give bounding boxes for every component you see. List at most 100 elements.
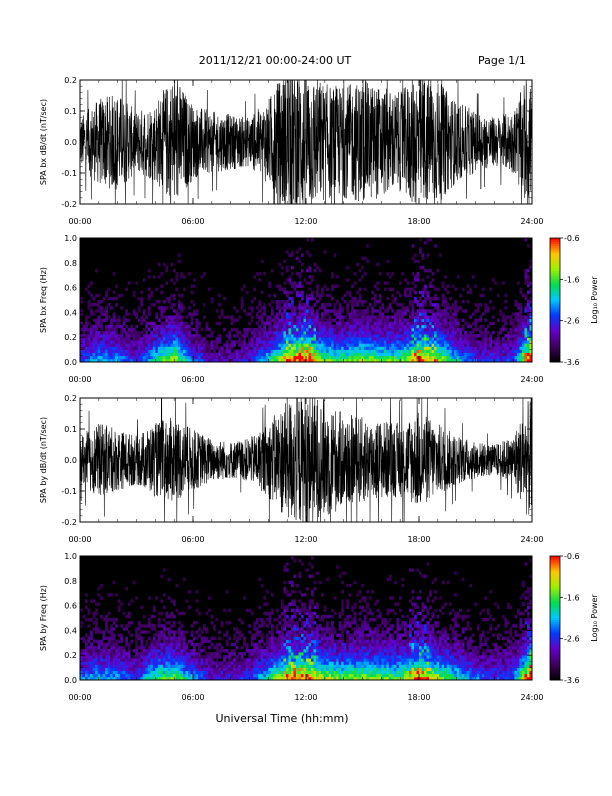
- colorbar-tick-label: -0.6: [564, 234, 580, 243]
- spectrogram-cell: [374, 297, 377, 300]
- spectrogram-cell: [251, 350, 254, 353]
- spectrogram-cell: [231, 671, 234, 674]
- spectrogram-cell: [366, 356, 369, 359]
- spectrogram-cell: [163, 624, 166, 627]
- spectrogram-cell: [238, 658, 241, 661]
- spectrogram-cell: [321, 331, 324, 334]
- spectrogram-cell: [173, 322, 176, 325]
- spectrogram-cell: [409, 350, 412, 353]
- spectrogram-cell: [128, 612, 131, 615]
- spectrogram-cell: [256, 340, 259, 343]
- spectrogram-cell: [246, 350, 249, 353]
- spectrogram-cell: [316, 322, 319, 325]
- spectrogram-cell: [261, 343, 264, 346]
- spectrogram-cell: [339, 319, 342, 322]
- spectrogram-cell: [83, 328, 86, 331]
- spectrogram-cell: [283, 350, 286, 353]
- spectrogram-cell: [103, 356, 106, 359]
- spectrogram-cell: [314, 303, 317, 306]
- spectrogram-cell: [276, 340, 279, 343]
- spectrogram-cell: [108, 350, 111, 353]
- spectrogram-cell: [288, 624, 291, 627]
- spectrogram-cell: [319, 334, 322, 337]
- spectrogram-cell: [190, 671, 193, 674]
- spectrogram-cell: [223, 316, 226, 319]
- spectrogram-cell: [281, 353, 284, 356]
- spectrogram-cell: [95, 640, 98, 643]
- spectrogram-cell: [135, 658, 138, 661]
- spectrogram-cell: [98, 627, 101, 630]
- spectrogram-cell: [293, 655, 296, 658]
- spectrogram-cell: [291, 309, 294, 312]
- spectrogram-cell: [115, 671, 118, 674]
- spectrogram-cell: [251, 652, 254, 655]
- spectrogram-cell: [396, 334, 399, 337]
- spectrogram-cell: [384, 347, 387, 350]
- spectrogram-cell: [153, 347, 156, 350]
- spectrogram-cell: [226, 634, 229, 637]
- spectrogram-cell: [424, 334, 427, 337]
- spectrogram-cell: [422, 312, 425, 315]
- spectrogram-cell: [135, 340, 138, 343]
- spectrogram-cell: [359, 312, 362, 315]
- spectrogram-cell: [429, 347, 432, 350]
- spectrogram-cell: [283, 637, 286, 640]
- spectrogram-cell: [203, 340, 206, 343]
- spectrogram-cell: [253, 668, 256, 671]
- spectrogram-cell: [263, 661, 266, 664]
- spectrogram-cell: [331, 334, 334, 337]
- spectrogram-cell: [85, 599, 88, 602]
- spectrogram-cell: [419, 266, 422, 269]
- spectrogram-cell: [168, 649, 171, 652]
- spectrogram-cell: [309, 350, 312, 353]
- spectrogram-cell: [218, 350, 221, 353]
- spectrogram-cell: [286, 294, 289, 297]
- spectrogram-cell: [163, 618, 166, 621]
- spectrogram-cell: [135, 649, 138, 652]
- spectrogram-cell: [261, 319, 264, 322]
- spectrogram-cell: [331, 325, 334, 328]
- spectrogram-cell: [454, 309, 457, 312]
- spectrogram-cell: [228, 674, 231, 677]
- spectrogram-cell: [411, 272, 414, 275]
- spectrogram-cell: [108, 593, 111, 596]
- spectrogram-cell: [110, 306, 113, 309]
- spectrogram-cell: [173, 350, 176, 353]
- spectrogram-cell: [133, 309, 136, 312]
- spectrogram-cell: [283, 612, 286, 615]
- spectrogram-cell: [321, 347, 324, 350]
- spectrogram-cell: [180, 294, 183, 297]
- spectrogram-cell: [291, 630, 294, 633]
- spectrogram-cell: [170, 658, 173, 661]
- spectrogram-cell: [143, 334, 146, 337]
- spectrogram-cell: [148, 353, 151, 356]
- spectrogram-cell: [85, 337, 88, 340]
- spectrogram-cell: [138, 668, 141, 671]
- spectrogram-cell: [138, 665, 141, 668]
- spectrogram-cell: [125, 350, 128, 353]
- spectrogram-cell: [263, 343, 266, 346]
- spectrogram-cell: [103, 337, 106, 340]
- spectrogram-cell: [416, 275, 419, 278]
- spectrogram-cell: [288, 275, 291, 278]
- spectrogram-cell: [133, 337, 136, 340]
- spectrogram-cell: [519, 334, 522, 337]
- spectrogram-cell: [160, 658, 163, 661]
- spectrogram-cell: [422, 328, 425, 331]
- spectrogram-cell: [381, 331, 384, 334]
- spectrogram-cell: [168, 665, 171, 668]
- spectrogram-cell: [502, 347, 505, 350]
- spectrogram-cell: [185, 643, 188, 646]
- spectrogram-cell: [243, 652, 246, 655]
- spectrogram-cell: [396, 340, 399, 343]
- spectrogram-cell: [276, 643, 279, 646]
- spectrogram-cell: [178, 347, 181, 350]
- spectrogram-cell: [527, 281, 530, 284]
- spectrogram-cell: [183, 340, 186, 343]
- spectrogram-cell: [356, 316, 359, 319]
- spectrogram-cell: [221, 646, 224, 649]
- spectrogram-cell: [268, 303, 271, 306]
- spectrogram-cell: [291, 624, 294, 627]
- spectrogram-cell: [98, 643, 101, 646]
- spectrogram-cell: [414, 347, 417, 350]
